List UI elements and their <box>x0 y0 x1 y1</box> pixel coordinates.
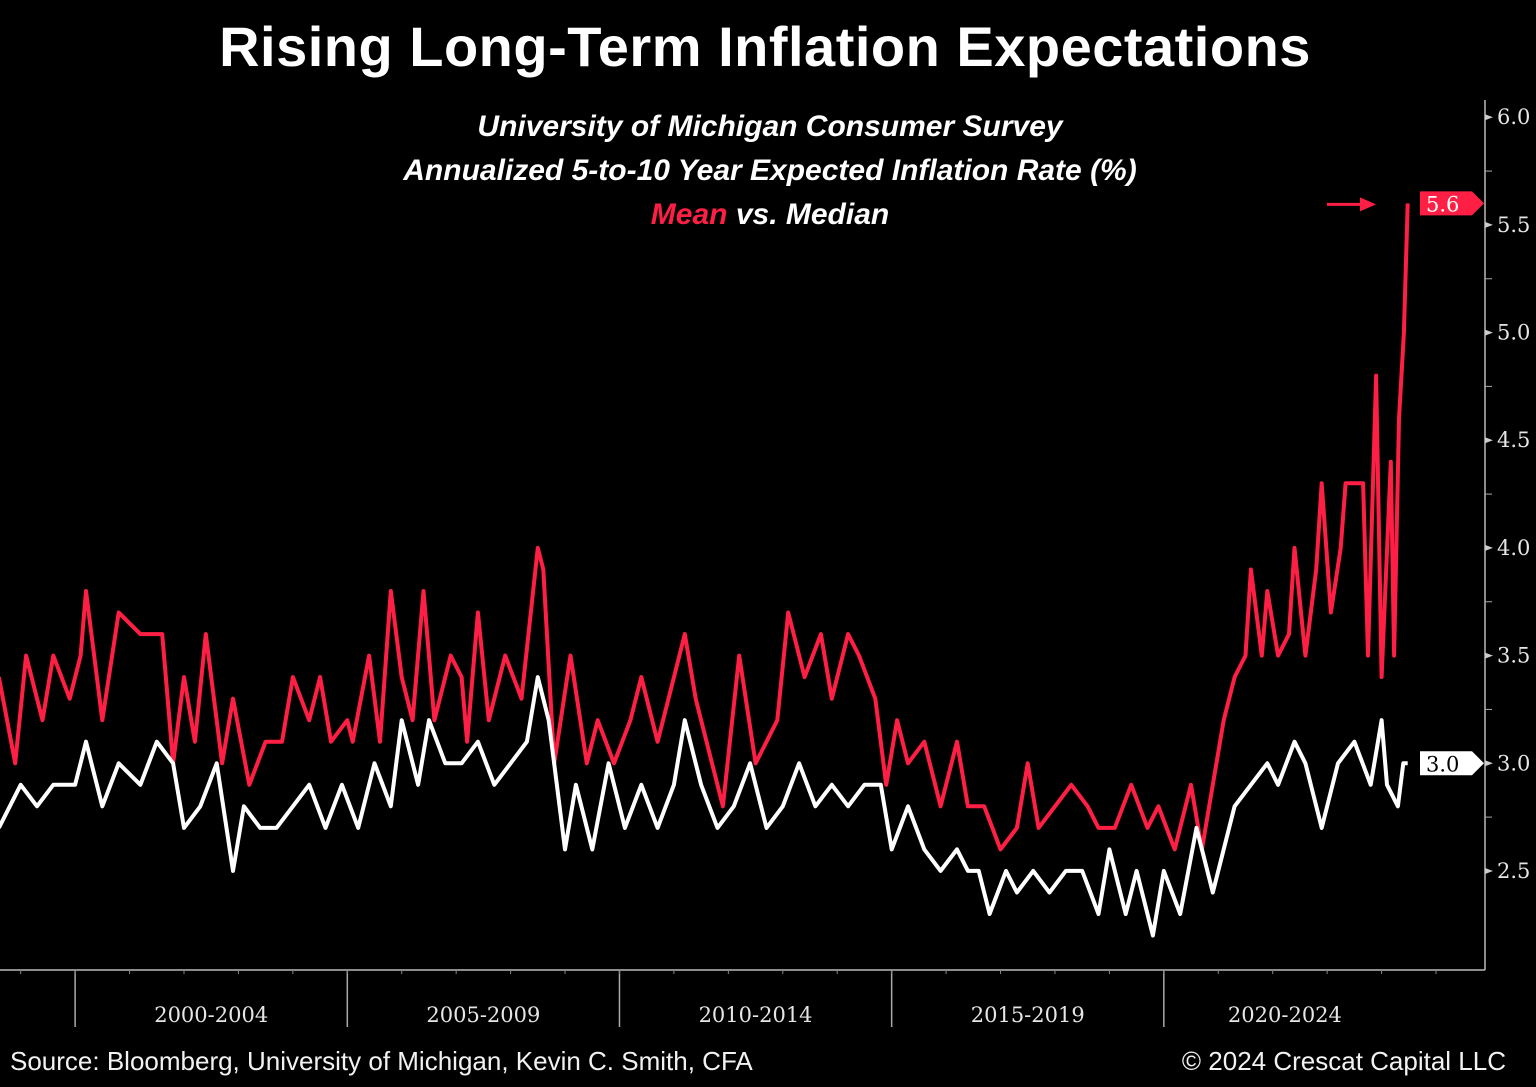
last-value-badge-median <box>1420 751 1484 776</box>
chart-subtitle-2: Annualized 5-to-10 Year Expected Inflati… <box>403 154 1137 187</box>
last-value-label-mean: 5.6 <box>1426 192 1459 216</box>
last-value-badge-mean <box>1420 191 1484 216</box>
y-tick-label: 5.0 <box>1497 321 1530 345</box>
legend-mean: Mean <box>650 198 728 231</box>
source-note: Source: Bloomberg, University of Michiga… <box>10 1046 753 1076</box>
legend-median: vs. Median <box>727 198 890 231</box>
y-tick-mark <box>1485 114 1493 121</box>
chart-subtitle-1: University of Michigan Consumer Survey <box>477 110 1063 143</box>
copyright-note: © 2024 Crescat Capital LLC <box>1181 1046 1506 1076</box>
legend-line: Mean vs. Median <box>0 198 1536 232</box>
y-tick-mark <box>1485 544 1493 551</box>
y-tick-label: 4.0 <box>1497 536 1530 560</box>
y-tick-label: 4.5 <box>1497 428 1530 452</box>
last-value-label-median: 3.0 <box>1426 752 1459 776</box>
arrow-right-icon <box>1360 197 1376 212</box>
y-tick-label: 3.5 <box>1497 644 1530 668</box>
y-tick-label: 2.5 <box>1497 859 1530 883</box>
y-tick-mark <box>1485 221 1493 228</box>
y-tick-mark <box>1485 652 1493 659</box>
y-tick-label: 5.5 <box>1497 213 1530 237</box>
y-tick-mark <box>1485 867 1493 874</box>
x-period-label: 2010-2014 <box>699 1003 813 1027</box>
x-period-label: 2020-2024 <box>1228 1003 1342 1027</box>
x-period-label: 2000-2004 <box>154 1003 268 1027</box>
series-line-median <box>0 675 1408 938</box>
y-tick-mark <box>1485 437 1493 444</box>
chart-title: Rising Long-Term Inflation Expectations <box>219 15 1311 78</box>
series-line-mean <box>0 203 1410 852</box>
x-period-label: 2005-2009 <box>426 1003 540 1027</box>
y-tick-label: 6.0 <box>1497 105 1530 129</box>
y-tick-mark <box>1485 760 1493 767</box>
y-tick-label: 3.0 <box>1497 751 1530 775</box>
y-tick-mark <box>1485 329 1493 336</box>
x-period-label: 2015-2019 <box>971 1003 1085 1027</box>
